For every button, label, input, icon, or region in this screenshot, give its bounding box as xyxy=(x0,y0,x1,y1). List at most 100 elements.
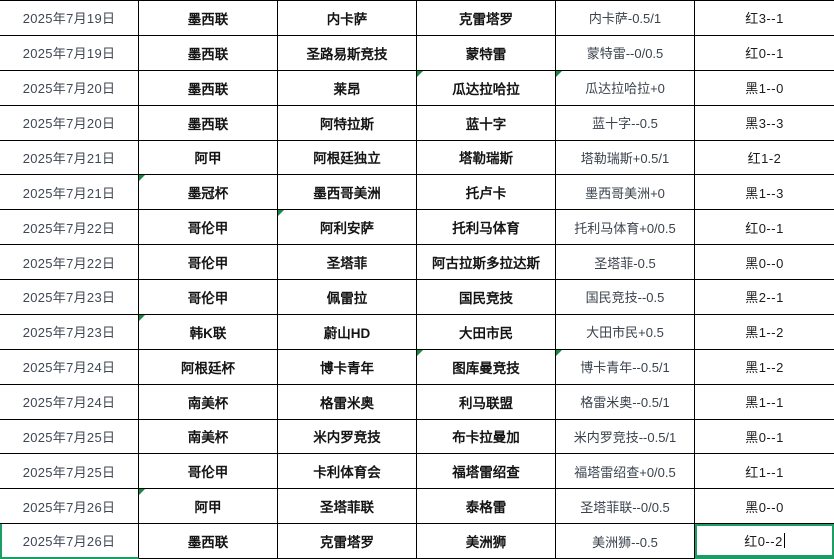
cell-result[interactable]: 黑0--1 xyxy=(695,419,834,455)
cell-handicap[interactable]: 美洲狮--0.5 xyxy=(556,524,695,559)
cell-league[interactable]: 阿根廷杯 xyxy=(139,349,278,385)
cell-handicap[interactable]: 国民竞技--0.5 xyxy=(556,280,695,315)
cell-handicap[interactable]: 圣塔菲-0.5 xyxy=(556,245,695,280)
cell-handicap[interactable]: 米内罗竞技--0.5/1 xyxy=(556,419,695,455)
cell-away-team[interactable]: 蓝十字 xyxy=(417,105,556,141)
home-team-text: 格雷米奥 xyxy=(320,395,374,411)
cell-handicap[interactable]: 内卡萨-0.5/1 xyxy=(556,1,695,36)
cell-result[interactable]: 黑0--0 xyxy=(695,245,834,280)
cell-away-team[interactable]: 蒙特雷 xyxy=(417,35,556,71)
cell-away-team[interactable]: 利马联盟 xyxy=(417,384,556,420)
cell-date[interactable]: 2025年7月20日 xyxy=(0,105,139,141)
table-row: 2025年7月21日 阿甲 阿根廷独立 塔勒瑞斯 塔勒瑞斯+0.5/1 红1-2 xyxy=(0,140,834,176)
cell-result[interactable]: 黑0--0 xyxy=(695,489,834,525)
cell-home-team[interactable]: 博卡青年 xyxy=(278,349,417,385)
cell-home-team[interactable]: 莱昂 xyxy=(278,70,417,106)
cell-league[interactable]: 墨西联 xyxy=(139,105,278,141)
active-cell[interactable]: 红0--2 xyxy=(695,524,834,559)
cell-handicap[interactable]: 塔勒瑞斯+0.5/1 xyxy=(556,140,695,176)
cell-result[interactable]: 红0--1 xyxy=(695,35,834,71)
cell-date[interactable]: 2025年7月24日 xyxy=(0,384,139,420)
cell-away-team[interactable]: 托卢卡 xyxy=(417,175,556,211)
cell-league[interactable]: 哥伦甲 xyxy=(139,245,278,280)
cell-away-team[interactable]: 托利马体育 xyxy=(417,210,556,246)
cell-home-team[interactable]: 墨西哥美洲 xyxy=(278,175,417,211)
cell-date[interactable]: 2025年7月20日 xyxy=(0,70,139,106)
cell-result[interactable]: 红1--1 xyxy=(695,454,834,490)
cell-date[interactable]: 2025年7月19日 xyxy=(0,1,139,36)
cell-home-team[interactable]: 卡利体育会 xyxy=(278,454,417,490)
cell-home-team[interactable]: 圣塔菲联 xyxy=(278,489,417,525)
cell-away-team[interactable]: 瓜达拉哈拉 xyxy=(417,70,556,106)
cell-home-team[interactable]: 米内罗竞技 xyxy=(278,419,417,455)
cell-result[interactable]: 红1-2 xyxy=(695,140,834,176)
cell-date[interactable]: 2025年7月21日 xyxy=(0,175,139,211)
cell-home-team[interactable]: 内卡萨 xyxy=(278,1,417,36)
cell-result[interactable]: 红3--1 xyxy=(695,1,834,36)
cell-league[interactable]: 南美杯 xyxy=(139,384,278,420)
cell-date[interactable]: 2025年7月25日 xyxy=(0,419,139,455)
cell-home-team[interactable]: 圣塔菲 xyxy=(278,245,417,280)
cell-away-team[interactable]: 塔勒瑞斯 xyxy=(417,140,556,176)
cell-result[interactable]: 黑1--0 xyxy=(695,70,834,106)
cell-date[interactable]: 2025年7月25日 xyxy=(0,454,139,490)
cell-home-team[interactable]: 阿根廷独立 xyxy=(278,140,417,176)
cell-league[interactable]: 哥伦甲 xyxy=(139,454,278,490)
cell-home-team[interactable]: 格雷米奥 xyxy=(278,384,417,420)
cell-away-team[interactable]: 国民竞技 xyxy=(417,280,556,315)
cell-date[interactable]: 2025年7月24日 xyxy=(0,349,139,385)
cell-handicap[interactable]: 托利马体育+0/0.5 xyxy=(556,210,695,246)
away-team-text: 图库曼竞技 xyxy=(452,360,520,376)
cell-handicap[interactable]: 格雷米奥--0.5/1 xyxy=(556,384,695,420)
cell-home-team[interactable]: 克雷塔罗 xyxy=(278,524,417,559)
cell-league[interactable]: 墨西联 xyxy=(139,524,278,559)
cell-handicap[interactable]: 墨西哥美洲+0 xyxy=(556,175,695,211)
cell-league[interactable]: 墨冠杯 xyxy=(139,175,278,211)
cell-result[interactable]: 黑2--1 xyxy=(695,280,834,315)
cell-handicap[interactable]: 瓜达拉哈拉+0 xyxy=(556,70,695,106)
cell-league[interactable]: 墨西联 xyxy=(139,35,278,71)
cell-home-team[interactable]: 佩雷拉 xyxy=(278,280,417,315)
cell-handicap[interactable]: 博卡青年--0.5/1 xyxy=(556,349,695,385)
cell-home-team[interactable]: 圣路易斯竞技 xyxy=(278,35,417,71)
cell-date[interactable]: 2025年7月22日 xyxy=(0,210,139,246)
cell-away-team[interactable]: 图库曼竞技 xyxy=(417,349,556,385)
cell-home-team[interactable]: 阿特拉斯 xyxy=(278,105,417,141)
cell-handicap[interactable]: 蒙特雷--0/0.5 xyxy=(556,35,695,71)
cell-league[interactable]: 哥伦甲 xyxy=(139,210,278,246)
cell-result[interactable]: 黑1--1 xyxy=(695,384,834,420)
cell-result[interactable]: 红0--1 xyxy=(695,210,834,246)
cell-handicap[interactable]: 大田市民+0.5 xyxy=(556,314,695,350)
result-text: 黑0--0 xyxy=(745,255,784,271)
cell-league[interactable]: 哥伦甲 xyxy=(139,280,278,315)
cell-date[interactable]: 2025年7月26日 xyxy=(0,489,139,525)
cell-result[interactable]: 黑1--2 xyxy=(695,314,834,350)
cell-away-team[interactable]: 泰格雷 xyxy=(417,489,556,525)
cell-handicap[interactable]: 圣塔菲联--0/0.5 xyxy=(556,489,695,525)
cell-result[interactable]: 黑1--2 xyxy=(695,349,834,385)
cell-date[interactable]: 2025年7月23日 xyxy=(0,314,139,350)
cell-handicap[interactable]: 福塔雷绍查+0/0.5 xyxy=(556,454,695,490)
cell-away-team[interactable]: 大田市民 xyxy=(417,314,556,350)
cell-handicap[interactable]: 蓝十字--0.5 xyxy=(556,105,695,141)
cell-away-team[interactable]: 福塔雷绍查 xyxy=(417,454,556,490)
cell-date[interactable]: 2025年7月26日 xyxy=(0,524,139,559)
cell-league[interactable]: 墨西联 xyxy=(139,1,278,36)
cell-home-team[interactable]: 蔚山HD xyxy=(278,314,417,350)
cell-away-team[interactable]: 阿古拉斯多拉达斯 xyxy=(417,245,556,280)
cell-league[interactable]: 韩K联 xyxy=(139,314,278,350)
cell-league[interactable]: 南美杯 xyxy=(139,419,278,455)
cell-home-team[interactable]: 阿利安萨 xyxy=(278,210,417,246)
cell-away-team[interactable]: 美洲狮 xyxy=(417,524,556,559)
cell-away-team[interactable]: 克雷塔罗 xyxy=(417,1,556,36)
cell-league[interactable]: 阿甲 xyxy=(139,140,278,176)
cell-away-team[interactable]: 布卡拉曼加 xyxy=(417,419,556,455)
cell-date[interactable]: 2025年7月23日 xyxy=(0,280,139,315)
cell-date[interactable]: 2025年7月21日 xyxy=(0,140,139,176)
cell-result[interactable]: 黑3--3 xyxy=(695,105,834,141)
cell-date[interactable]: 2025年7月19日 xyxy=(0,35,139,71)
cell-league[interactable]: 墨西联 xyxy=(139,70,278,106)
cell-result[interactable]: 黑1--3 xyxy=(695,175,834,211)
cell-league[interactable]: 阿甲 xyxy=(139,489,278,525)
cell-date[interactable]: 2025年7月22日 xyxy=(0,245,139,280)
